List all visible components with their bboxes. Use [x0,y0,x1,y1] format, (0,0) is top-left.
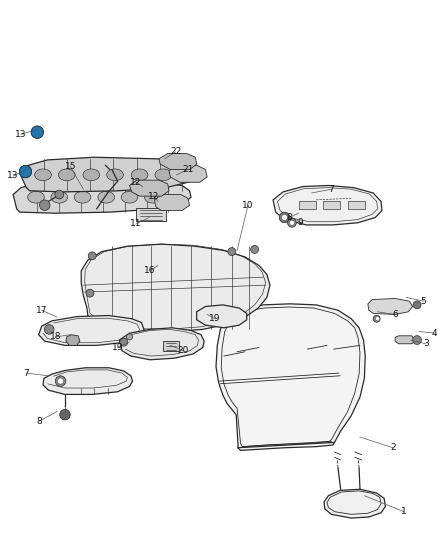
Text: 4: 4 [431,329,436,337]
Text: 11: 11 [130,220,141,228]
Circle shape [279,212,289,223]
Text: 12: 12 [148,192,159,200]
Text: 19: 19 [209,314,220,323]
Text: 10: 10 [242,201,253,209]
Circle shape [55,190,64,199]
Text: 16: 16 [144,266,155,275]
Polygon shape [347,201,364,209]
Text: 1: 1 [400,507,406,516]
Polygon shape [272,185,381,225]
Ellipse shape [83,169,99,181]
Polygon shape [163,341,179,351]
Polygon shape [66,335,80,345]
Circle shape [60,409,70,420]
Text: 17: 17 [36,306,47,314]
Polygon shape [169,165,207,182]
Text: 22: 22 [170,148,181,156]
Circle shape [250,246,258,253]
Polygon shape [154,195,189,211]
Ellipse shape [121,191,138,203]
Circle shape [227,248,235,255]
Ellipse shape [28,191,44,203]
Polygon shape [39,316,144,345]
Circle shape [31,126,43,139]
Polygon shape [20,157,199,192]
Polygon shape [394,336,413,344]
Ellipse shape [155,169,171,181]
Polygon shape [196,305,246,328]
Text: 18: 18 [50,333,62,341]
Text: 20: 20 [177,346,189,355]
Text: 12: 12 [130,178,141,187]
Circle shape [412,336,420,344]
Polygon shape [13,180,191,213]
Ellipse shape [98,191,114,203]
Polygon shape [119,328,204,360]
Text: 8: 8 [36,417,42,425]
Ellipse shape [35,169,51,181]
Ellipse shape [131,169,148,181]
Text: 7: 7 [328,185,334,193]
Ellipse shape [74,191,91,203]
Ellipse shape [144,191,161,203]
Polygon shape [43,368,132,394]
Text: 15: 15 [64,162,76,171]
Circle shape [88,252,96,260]
Polygon shape [81,244,269,332]
Text: 8: 8 [286,213,292,222]
Polygon shape [298,201,315,209]
Polygon shape [323,489,385,518]
Text: 3: 3 [422,340,428,348]
Text: 9: 9 [297,219,303,227]
Circle shape [120,338,127,346]
Polygon shape [136,208,166,221]
Polygon shape [129,180,169,196]
Polygon shape [322,201,339,209]
Circle shape [19,165,32,178]
Circle shape [31,126,43,139]
Circle shape [55,376,66,386]
Circle shape [287,219,296,227]
Ellipse shape [106,169,123,181]
Circle shape [374,317,379,321]
Circle shape [57,378,64,384]
Polygon shape [215,304,364,450]
Text: 13: 13 [7,172,19,180]
Text: 2: 2 [389,443,395,452]
Text: 6: 6 [391,310,397,319]
Circle shape [412,301,420,309]
Text: 7: 7 [23,369,29,377]
Circle shape [281,214,287,221]
Text: 13: 13 [15,130,27,139]
Text: 19: 19 [112,343,123,352]
Circle shape [372,315,379,322]
Polygon shape [367,298,412,314]
Circle shape [39,200,50,211]
Ellipse shape [58,169,75,181]
Text: 21: 21 [182,165,193,174]
Text: 5: 5 [420,297,426,305]
Circle shape [289,220,294,225]
Circle shape [126,334,132,340]
Circle shape [44,325,54,334]
Circle shape [86,289,94,297]
Circle shape [19,165,32,178]
Ellipse shape [51,191,67,203]
Polygon shape [159,154,196,169]
